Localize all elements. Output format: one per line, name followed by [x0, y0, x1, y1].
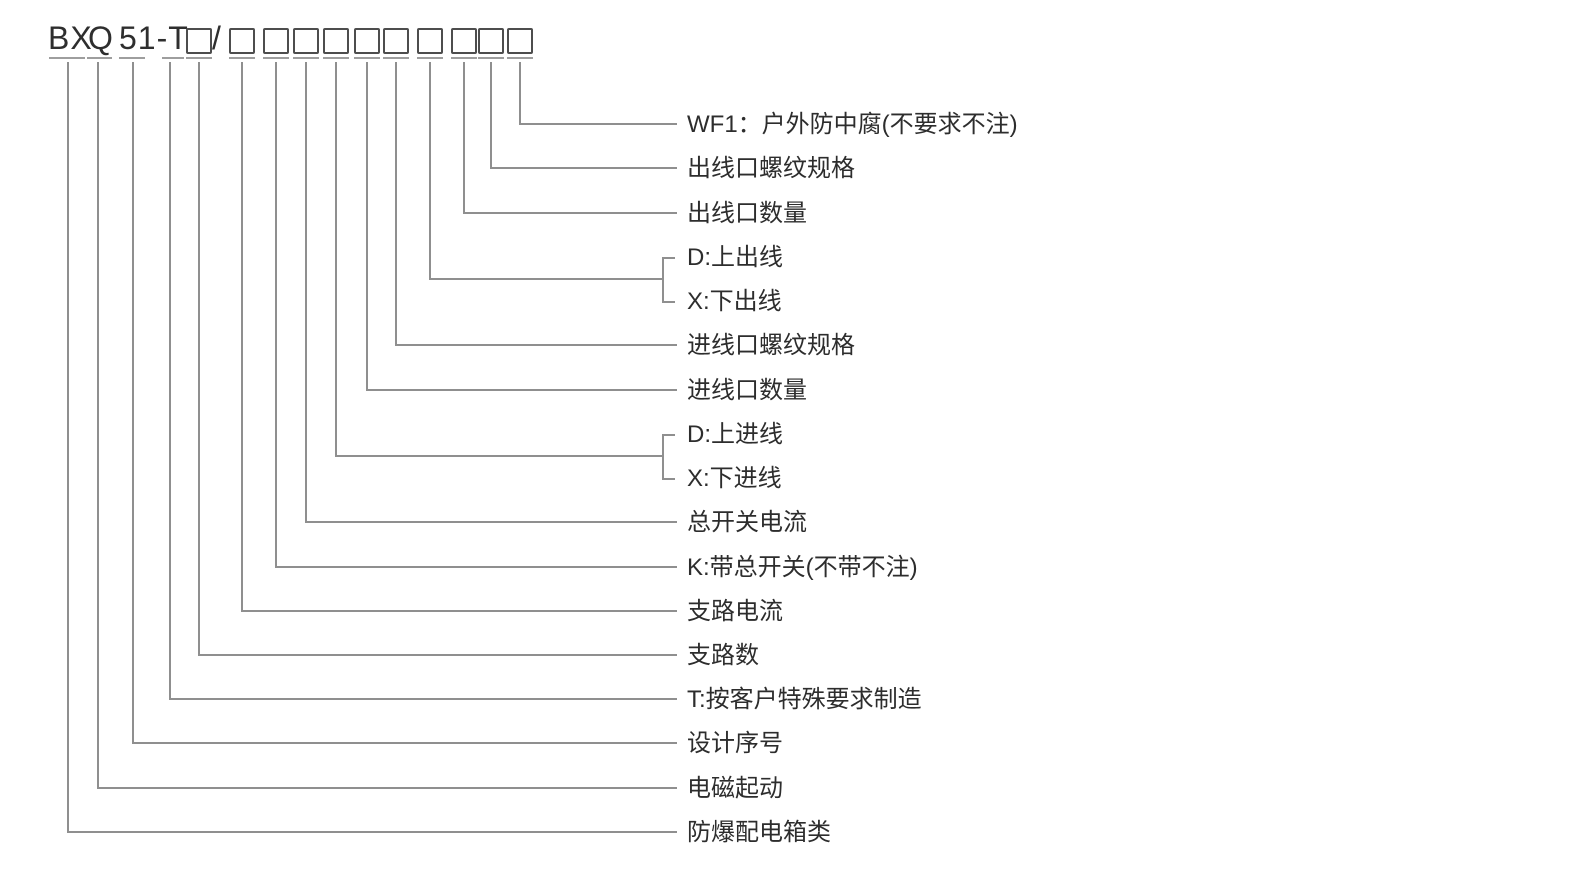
code-box-outlet-direction: [417, 28, 443, 54]
code-box-main-switch-option: [263, 28, 289, 54]
legend-branch-count: 支路数: [687, 642, 759, 669]
legend-outlet-bottom: X:下出线: [687, 288, 782, 315]
underline-box: [323, 57, 349, 59]
legend-inlet-count: 进线口数量: [687, 377, 807, 404]
connector-inlet-direction: [335, 62, 663, 457]
code-slash: /: [212, 20, 222, 56]
underline-box: [186, 57, 212, 59]
code-box-inlet-count: [354, 28, 380, 54]
legend-magnetic-starting: 电磁起动: [687, 775, 783, 802]
bracket-inlet-direction: [662, 434, 675, 480]
underline-box: [293, 57, 319, 59]
connector-branch-current: [241, 62, 677, 612]
connector-inlet-count: [366, 62, 677, 391]
code-box-wf1: [507, 28, 533, 54]
underline-box: [354, 57, 380, 59]
connector-magnetic-starting: [97, 62, 677, 789]
code-box-inlet-thread: [383, 28, 409, 54]
underline-box: [263, 57, 289, 59]
code-box-main-switch-current: [293, 28, 319, 54]
connector-design-serial: [132, 62, 677, 744]
legend-inlet-thread-spec: 进线口螺纹规格: [687, 332, 855, 359]
legend-custom-requirement: T:按客户特殊要求制造: [687, 686, 922, 713]
code-box-branch-current: [229, 28, 255, 54]
bracket-outlet-direction: [662, 257, 675, 303]
connector-custom-requirement: [169, 62, 677, 700]
connector-branch-count: [198, 62, 677, 656]
underline-box: [417, 57, 443, 59]
legend-branch-current: 支路电流: [687, 598, 783, 625]
connector-outlet-thread: [490, 62, 677, 169]
code-box-outlet-count: [451, 28, 477, 54]
connector-wf1: [519, 62, 677, 125]
code-box-branch-count: [186, 28, 212, 54]
legend-outlet-count: 出线口数量: [687, 200, 807, 227]
underline-box: [478, 57, 504, 59]
code-serial-51-t: 51-T: [119, 20, 189, 56]
connector-outlet-count: [463, 62, 677, 214]
legend-outlet-top: D:上出线: [687, 244, 783, 271]
underline-q: [87, 57, 112, 59]
underline-bx: [49, 57, 85, 59]
underline-box: [451, 57, 477, 59]
legend-design-serial: 设计序号: [687, 730, 783, 757]
connector-inlet-thread: [395, 62, 677, 346]
legend-main-switch-option: K:带总开关(不带不注): [687, 554, 918, 581]
underline-t: [162, 57, 184, 59]
code-prefix-q: Q: [88, 20, 114, 56]
underline-box: [229, 57, 255, 59]
legend-inlet-bottom: X:下进线: [687, 465, 782, 492]
legend-inlet-top: D:上进线: [687, 421, 783, 448]
code-prefix-bx: BX: [48, 20, 93, 56]
legend-explosionproof-box-class: 防爆配电箱类: [687, 819, 831, 846]
code-box-outlet-thread: [478, 28, 504, 54]
underline-box: [507, 57, 533, 59]
connector-main-switch-option: [275, 62, 677, 568]
legend-main-switch-current: 总开关电流: [687, 509, 807, 536]
code-box-inlet-direction: [323, 28, 349, 54]
legend-outlet-thread-spec: 出线口螺纹规格: [687, 155, 855, 182]
connector-main-switch-current: [305, 62, 677, 523]
underline-box: [383, 57, 409, 59]
underline-51: [119, 57, 145, 59]
legend-wf1-outdoor-anticorrosion: WF1：户外防中腐(不要求不注): [687, 111, 1018, 138]
connector-box-class: [67, 62, 677, 833]
connector-outlet-direction: [429, 62, 663, 280]
